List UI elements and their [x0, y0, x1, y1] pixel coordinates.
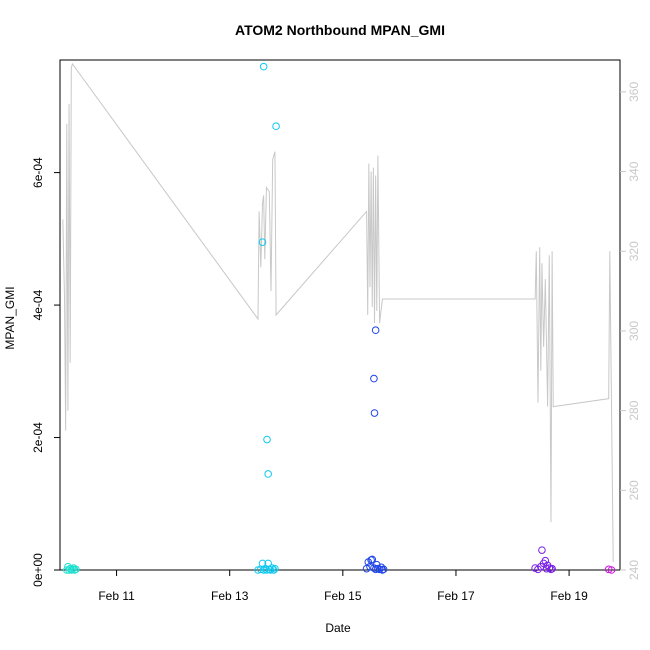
- x-tick-label: Feb 13: [211, 589, 249, 603]
- x-axis-label: Date: [325, 621, 351, 635]
- x-tick-label: Feb 11: [98, 589, 135, 603]
- data-point: [67, 566, 76, 574]
- data-point: [379, 565, 388, 574]
- point-series: [62, 62, 616, 574]
- x-tick-label: Feb 15: [324, 589, 362, 603]
- y2-tick-label: 320: [627, 241, 641, 261]
- data-point: [270, 566, 278, 574]
- data-point: [370, 374, 378, 383]
- data-point: [264, 470, 272, 478]
- data-point: [258, 238, 267, 246]
- data-point: [271, 564, 279, 573]
- x-tick-label: Feb 19: [550, 589, 588, 603]
- data-point: [263, 435, 271, 444]
- data-point: [62, 566, 71, 574]
- y-tick-label: 2e-04: [31, 422, 45, 453]
- data-point: [538, 546, 546, 554]
- data-point: [375, 565, 384, 574]
- data-point: [547, 565, 555, 574]
- y-tick-label: 4e-04: [31, 289, 45, 320]
- data-point: [607, 566, 616, 574]
- data-point: [272, 122, 280, 131]
- y2-tick-label: 340: [627, 161, 641, 181]
- left-axis: 0e+00 2e-04 4e-04 6e-04: [31, 157, 60, 587]
- y2-tick-label: 360: [627, 82, 641, 102]
- line-series: [62, 62, 614, 563]
- data-point: [604, 565, 613, 574]
- data-point: [254, 566, 262, 574]
- data-point: [70, 566, 79, 574]
- data-point: [371, 326, 380, 335]
- bottom-axis: Feb 11 Feb 13 Feb 15 Feb 17 Feb 19: [98, 570, 588, 603]
- x-tick-label: Feb 17: [437, 589, 475, 603]
- data-point: [542, 564, 551, 573]
- data-point: [367, 556, 375, 564]
- data-point: [378, 566, 387, 574]
- data-point: [548, 564, 556, 573]
- y2-tick-label: 280: [627, 400, 641, 420]
- series-line: [62, 62, 614, 563]
- y-tick-label: 6e-04: [31, 157, 45, 188]
- y2-tick-label: 240: [627, 560, 641, 580]
- chart-title: ATOM2 Northbound MPAN_GMI: [235, 22, 445, 38]
- y2-tick-label: 260: [627, 480, 641, 500]
- data-point: [545, 564, 554, 572]
- data-point: [541, 556, 550, 565]
- y-tick-label: 0e+00: [31, 553, 45, 587]
- data-point: [268, 564, 276, 572]
- y2-tick-label: 300: [627, 321, 641, 341]
- data-point: [370, 409, 379, 417]
- right-axis: 240 260 280 300 320 340 360: [620, 82, 641, 580]
- y-axis-label: MPAN_GMI: [3, 286, 17, 349]
- plot-area: [59, 59, 621, 571]
- data-point: [259, 62, 268, 71]
- data-point: [368, 555, 377, 564]
- data-point: [266, 566, 275, 574]
- data-point: [72, 565, 80, 574]
